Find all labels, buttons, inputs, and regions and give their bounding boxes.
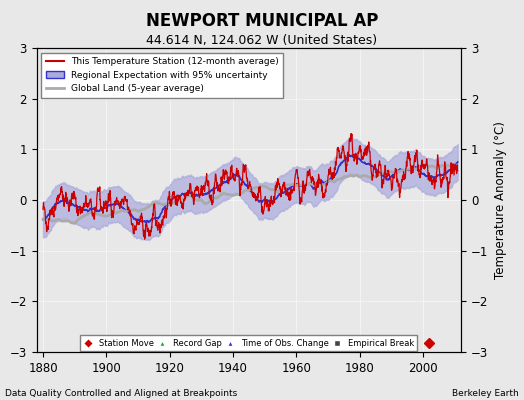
Text: 44.614 N, 124.062 W (United States): 44.614 N, 124.062 W (United States) — [146, 34, 378, 47]
Text: Data Quality Controlled and Aligned at Breakpoints: Data Quality Controlled and Aligned at B… — [5, 389, 237, 398]
Y-axis label: Temperature Anomaly (°C): Temperature Anomaly (°C) — [494, 121, 507, 279]
Text: Berkeley Earth: Berkeley Earth — [452, 389, 519, 398]
Text: NEWPORT MUNICIPAL AP: NEWPORT MUNICIPAL AP — [146, 12, 378, 30]
Legend: Station Move, Record Gap, Time of Obs. Change, Empirical Break: Station Move, Record Gap, Time of Obs. C… — [80, 335, 418, 351]
